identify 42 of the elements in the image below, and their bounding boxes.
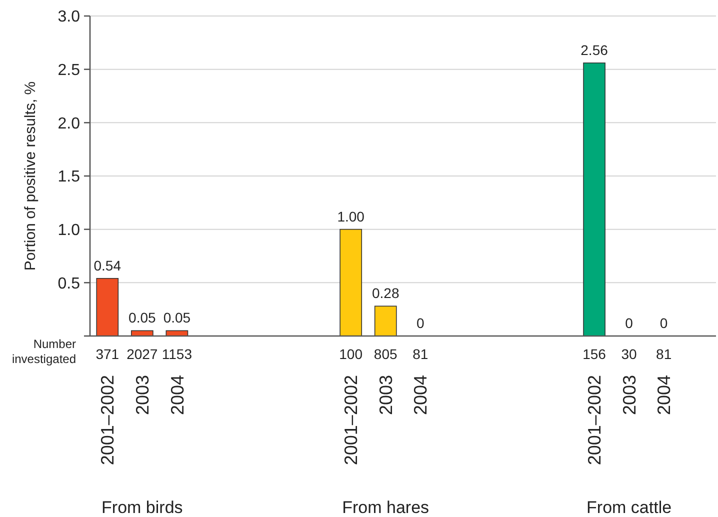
text: From hares [342, 498, 430, 517]
data-label: 0.05 [128, 310, 156, 326]
text: From cattle [586, 498, 672, 517]
x-tick-label: 2004 [654, 375, 674, 416]
x-tick-label: 2004 [167, 375, 188, 416]
data-label: 0.05 [163, 310, 191, 326]
data-label: 2.56 [580, 42, 608, 58]
y-tick-label: 2.0 [58, 115, 80, 132]
bar [374, 306, 397, 336]
bar [96, 278, 119, 336]
text: Number investigated [12, 337, 76, 366]
text: 805 [374, 346, 398, 362]
x-tick-label: 2001–2002 [98, 375, 118, 466]
x-tick-label: 2004 [410, 375, 431, 416]
data-label: 0.54 [94, 257, 122, 274]
text: 156 [582, 346, 606, 362]
data-label: 0.28 [372, 285, 400, 302]
y-tick-label: 1.0 [58, 222, 80, 239]
text: 100 [339, 346, 363, 362]
text: 1153 [162, 346, 192, 362]
x-tick-label: 2001–2002 [341, 375, 362, 466]
text: 371 [96, 346, 120, 362]
text: 30 [621, 346, 638, 362]
text: From birds [102, 498, 183, 517]
data-label: 0 [660, 315, 668, 331]
y-tick-label: 1.5 [58, 168, 80, 186]
y-tick-label: 2.5 [58, 62, 80, 79]
bar [340, 228, 362, 336]
x-tick-label: 2003 [619, 375, 640, 416]
x-tick-label: 2003 [376, 375, 396, 416]
x-tick-label: 2003 [132, 375, 152, 416]
bar [583, 62, 606, 336]
text: 81 [656, 346, 672, 362]
y-axis-title: Portion of positive results, % [22, 81, 39, 271]
data-label: 1.00 [337, 208, 365, 224]
text: 2027 [126, 346, 158, 362]
y-tick-label: 3.0 [58, 8, 80, 26]
data-label: 0 [416, 315, 424, 331]
text: 81 [412, 346, 428, 362]
y-tick-label: 0.5 [58, 275, 80, 292]
data-label: 0 [625, 315, 634, 331]
x-tick-label: 2001–2002 [584, 375, 605, 466]
